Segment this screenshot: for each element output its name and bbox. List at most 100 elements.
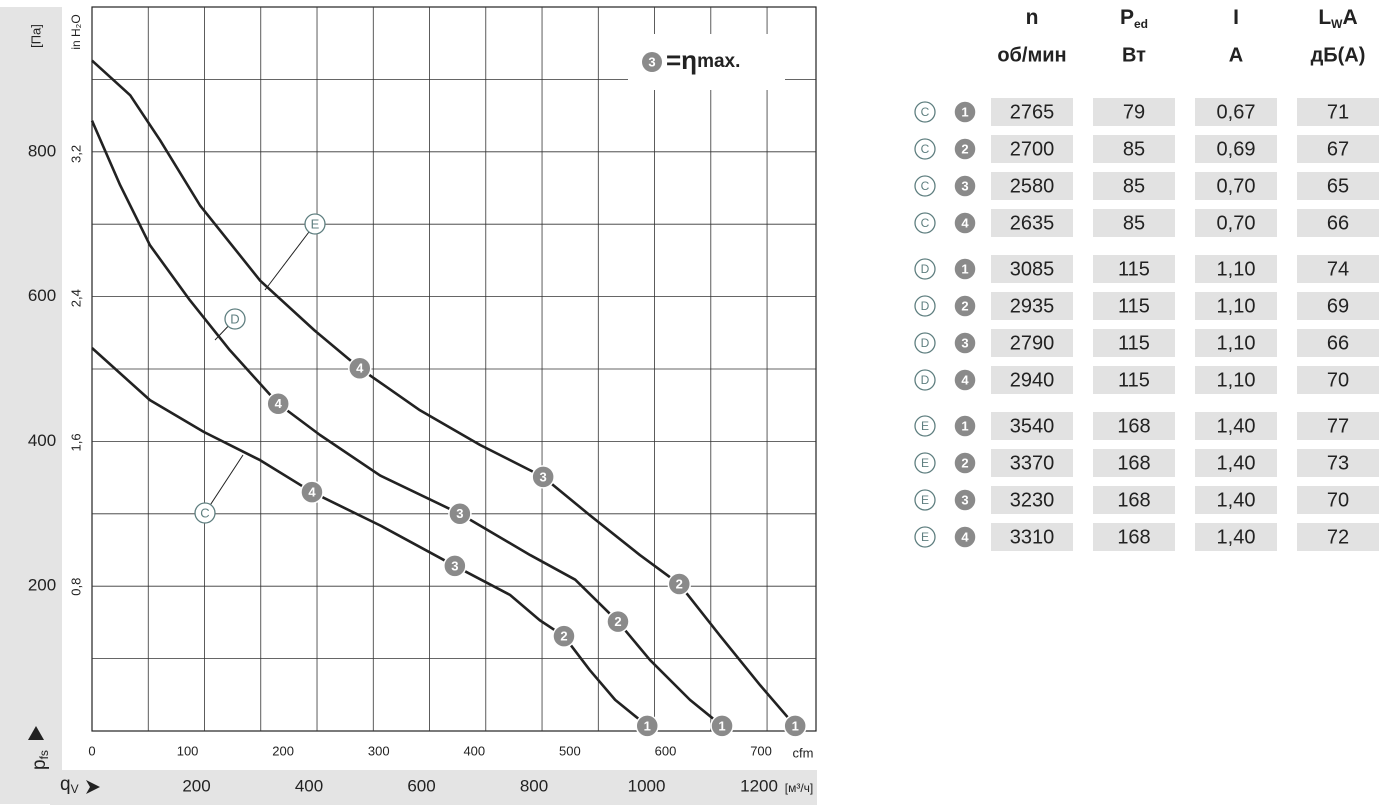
curve-tag xyxy=(224,308,246,330)
cell-bg xyxy=(991,292,1073,320)
operating-point xyxy=(635,714,659,738)
cell: 70 xyxy=(1327,369,1349,391)
x-arrow xyxy=(86,780,100,794)
cell: 1,10 xyxy=(1217,332,1256,354)
cell: 2765 xyxy=(1010,101,1055,123)
y-symbol: pfs xyxy=(29,750,51,770)
row-point-label: 1 xyxy=(961,418,968,433)
x2-unit: cfm xyxy=(793,745,814,760)
cell: 74 xyxy=(1327,258,1349,280)
note-text: =ηmax. xyxy=(666,45,740,75)
cell-bg xyxy=(1195,523,1277,551)
operating-point-label: 2 xyxy=(676,576,683,591)
y-symbol-sub: fs xyxy=(37,750,51,759)
row-point xyxy=(953,331,977,355)
cell: 0,69 xyxy=(1217,138,1256,160)
x2-tick-label: 300 xyxy=(368,743,390,758)
x-tick-label: 800 xyxy=(520,776,548,795)
header-symbol: I xyxy=(1233,6,1239,29)
cell-bg xyxy=(1297,292,1379,320)
row-point xyxy=(953,368,977,392)
cell-bg xyxy=(1093,98,1175,126)
cell-bg xyxy=(1195,209,1277,237)
operating-point xyxy=(531,465,555,489)
cell: 3540 xyxy=(1010,415,1055,437)
operating-point-label: 2 xyxy=(614,614,621,629)
curve-tag-label: C xyxy=(200,505,209,520)
cell-bg xyxy=(991,209,1073,237)
cell: 168 xyxy=(1117,489,1150,511)
cell: 1,40 xyxy=(1217,526,1256,548)
cell-bg xyxy=(1195,329,1277,357)
operating-point xyxy=(443,554,467,578)
cell: 2700 xyxy=(1010,138,1055,160)
cell: 168 xyxy=(1117,452,1150,474)
operating-point-label: 4 xyxy=(275,396,283,411)
row-point-label: 2 xyxy=(961,455,968,470)
cell: 2790 xyxy=(1010,332,1055,354)
cell-bg xyxy=(1093,412,1175,440)
header-unit: об/мин xyxy=(997,44,1066,66)
row-point-label: 3 xyxy=(961,335,968,350)
cell-bg xyxy=(991,329,1073,357)
cell: 168 xyxy=(1117,415,1150,437)
cell-bg xyxy=(1297,523,1379,551)
cell: 2580 xyxy=(1010,175,1055,197)
row-point xyxy=(953,414,977,438)
cell: 3310 xyxy=(1010,526,1055,548)
x2-tick-label: 0 xyxy=(88,743,95,758)
cell: 85 xyxy=(1123,175,1145,197)
cell: 1,40 xyxy=(1217,489,1256,511)
cell-bg xyxy=(1297,449,1379,477)
y-symbol-main: p xyxy=(29,759,50,770)
x2-tick-label: 400 xyxy=(463,743,485,758)
cell-bg xyxy=(1195,172,1277,200)
header-unit: Вт xyxy=(1122,44,1146,66)
y-tick-label: 400 xyxy=(28,431,56,450)
cell: 1,10 xyxy=(1217,369,1256,391)
cell: 2940 xyxy=(1010,369,1055,391)
cell-bg xyxy=(1195,135,1277,163)
cell-bg xyxy=(991,172,1073,200)
x-symbol-main: q xyxy=(60,774,71,795)
row-point xyxy=(953,211,977,235)
operating-point xyxy=(710,714,734,738)
row-point-label: 2 xyxy=(961,298,968,313)
cell-bg xyxy=(1093,366,1175,394)
y2-tick-label: 3,2 xyxy=(68,145,83,163)
cell-bg xyxy=(991,449,1073,477)
cell: 85 xyxy=(1123,138,1145,160)
x-tick-label: 1200 xyxy=(740,776,778,795)
cell: 2635 xyxy=(1010,212,1055,234)
operating-point xyxy=(606,609,630,634)
cell-bg xyxy=(1195,255,1277,283)
row-curve xyxy=(914,212,936,234)
x-tick-label: 1000 xyxy=(628,776,666,795)
row-curve xyxy=(914,489,936,511)
x-tick-label: 200 xyxy=(182,776,210,795)
row-curve-label: E xyxy=(921,493,929,507)
curve-tag xyxy=(194,502,216,524)
operating-point-label: 3 xyxy=(451,558,458,573)
x2-tick-label: 500 xyxy=(559,743,581,758)
x2-tick-label: 200 xyxy=(272,743,294,758)
cell: 3085 xyxy=(1010,258,1055,280)
cell-bg xyxy=(991,255,1073,283)
operating-point-label: 1 xyxy=(644,718,651,733)
header-symbol-main: L xyxy=(1318,6,1331,29)
cell: 71 xyxy=(1327,101,1349,123)
cell-bg xyxy=(991,366,1073,394)
row-point xyxy=(953,488,977,512)
y-tick-label: 800 xyxy=(28,141,56,160)
cell: 0,67 xyxy=(1217,101,1256,123)
y2-tick-label: 2,4 xyxy=(68,289,83,307)
row-curve xyxy=(914,332,936,354)
operating-point xyxy=(448,502,472,526)
cell-bg xyxy=(1093,449,1175,477)
y-axis-band xyxy=(0,7,62,804)
curve-leader xyxy=(264,223,316,291)
y2-label: in H₂O xyxy=(69,14,83,49)
row-point-label: 2 xyxy=(961,141,968,156)
header-symbol-main: P xyxy=(1120,6,1134,29)
